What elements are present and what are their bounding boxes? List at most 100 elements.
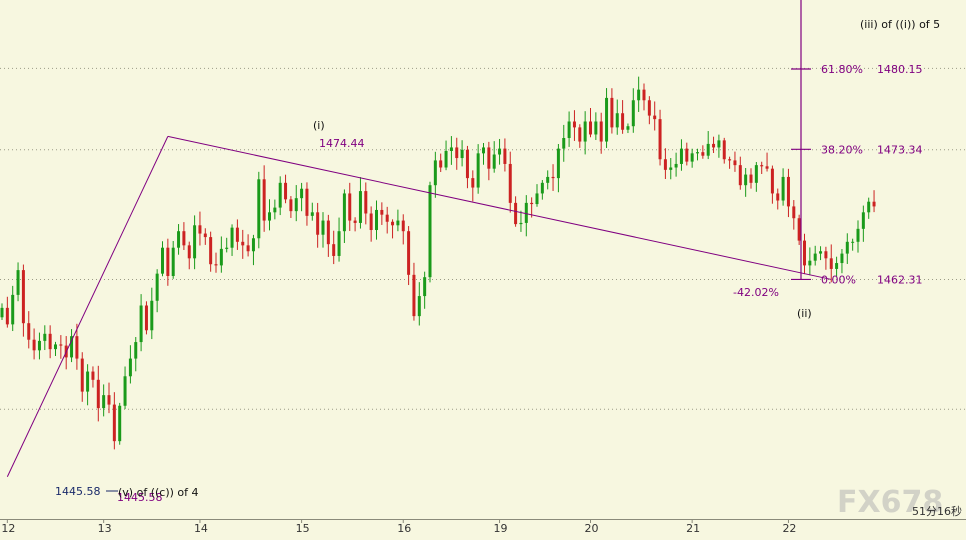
candlestick <box>492 141 496 173</box>
candlestick <box>27 311 31 349</box>
candle-body <box>482 147 485 154</box>
candlestick <box>690 148 694 168</box>
wave-line <box>167 135 832 280</box>
candle-body <box>701 152 705 156</box>
candlestick <box>102 384 106 417</box>
candle-body <box>401 220 405 232</box>
fib-value-label: 1480.15 <box>877 63 923 76</box>
candlestick <box>86 364 90 406</box>
candlestick <box>251 234 255 266</box>
candle-body <box>508 163 512 203</box>
candlestick <box>717 134 721 158</box>
candle-body <box>551 176 555 179</box>
candle-body <box>572 121 576 128</box>
candlestick <box>594 112 598 140</box>
candlestick <box>428 181 432 283</box>
candle-body <box>11 294 15 325</box>
candle-body <box>235 227 239 242</box>
candlestick <box>840 249 844 274</box>
candlestick <box>808 247 812 276</box>
candle-body <box>669 167 673 170</box>
wave-label-i: (i) <box>313 119 325 132</box>
candlestick <box>369 206 373 242</box>
candle-body <box>722 140 726 160</box>
candlestick <box>358 177 362 229</box>
candlestick <box>118 402 122 445</box>
candlestick <box>728 156 732 169</box>
candlestick <box>257 171 261 249</box>
candle-body <box>770 168 774 194</box>
candle-body <box>43 333 47 341</box>
candle-body <box>412 274 416 317</box>
candlestick <box>482 143 485 165</box>
candlestick <box>439 153 443 173</box>
x-tick-label: 16 <box>397 522 411 535</box>
candlestick <box>835 256 839 277</box>
candle-body <box>663 159 667 170</box>
candlestick <box>449 136 453 165</box>
candle-body <box>310 212 314 216</box>
candle-body <box>460 149 464 159</box>
candle-body <box>198 225 202 234</box>
candle-body <box>760 165 764 167</box>
candle-body <box>230 227 234 248</box>
candlestick <box>37 332 41 360</box>
candlestick <box>685 142 689 166</box>
x-tick-label: 12 <box>1 522 15 535</box>
candlestick <box>567 111 571 147</box>
candlestick <box>605 88 609 148</box>
candlestick <box>412 262 416 321</box>
candlestick <box>498 138 502 165</box>
candle-body <box>375 209 378 231</box>
candlestick <box>332 230 336 265</box>
candlestick <box>813 245 817 266</box>
candlestick <box>246 234 250 257</box>
candle-body <box>321 220 325 235</box>
candlestick <box>733 151 737 172</box>
watermark-logo: FX678 <box>837 485 943 520</box>
candle-body <box>813 253 817 261</box>
candlestick <box>166 238 170 286</box>
candlestick <box>551 164 555 191</box>
candlestick <box>187 241 191 270</box>
candle-body <box>653 115 657 120</box>
candlestick <box>70 329 74 363</box>
candlestick <box>337 217 341 262</box>
candlestick <box>535 184 539 207</box>
candle-body <box>70 336 74 358</box>
candle-body <box>642 89 646 101</box>
x-tick-label: 20 <box>585 522 599 535</box>
wave-count-lines <box>6 135 832 477</box>
x-tick-label: 15 <box>296 522 310 535</box>
candlestick <box>803 233 806 275</box>
candle-body <box>556 148 560 179</box>
candle-body <box>391 221 395 226</box>
candle-body <box>102 395 106 409</box>
candle-body <box>781 176 785 201</box>
candlestick <box>353 217 357 232</box>
candle-body <box>161 247 164 274</box>
candlestick <box>316 202 320 248</box>
candlestick <box>284 174 288 204</box>
candle-body <box>284 182 288 200</box>
candle-body <box>433 160 437 186</box>
x-tick-label: 21 <box>686 522 700 535</box>
candlestick <box>375 200 378 240</box>
candle-body <box>712 143 716 148</box>
candlestick <box>182 222 186 250</box>
candlestick <box>273 199 277 220</box>
candle-body <box>535 193 539 205</box>
candlestick <box>872 190 876 213</box>
candlestick <box>300 182 304 212</box>
candle-body <box>856 228 860 242</box>
candle-body <box>476 153 480 188</box>
candle-body <box>417 296 421 317</box>
candle-body <box>182 231 186 246</box>
candle-body <box>166 247 170 277</box>
candlestick <box>626 123 630 134</box>
candlestick <box>578 124 582 148</box>
candle-body <box>824 251 828 259</box>
candlestick <box>631 88 635 133</box>
candlestick <box>856 220 860 253</box>
candle-body <box>241 241 245 246</box>
